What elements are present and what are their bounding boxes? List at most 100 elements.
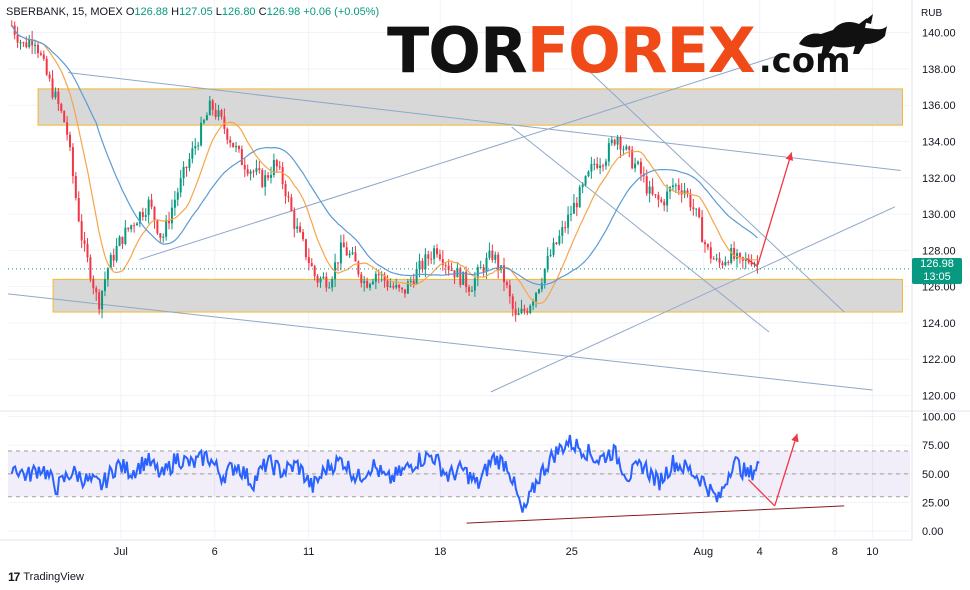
candle-body	[613, 139, 616, 145]
candle-body	[447, 265, 450, 271]
rsi-trend-line	[466, 505, 845, 524]
candle-body	[546, 255, 549, 269]
candle-body	[71, 147, 74, 177]
candle-body	[424, 254, 427, 270]
candle-body	[217, 110, 220, 117]
candle-body	[421, 260, 424, 270]
rsi-tick-label: 25.00	[922, 497, 950, 509]
candle-body	[173, 199, 176, 208]
candle-body	[473, 278, 476, 291]
candle-body	[339, 242, 342, 264]
candle-body	[709, 247, 712, 259]
candle-body	[401, 287, 404, 290]
candle-body	[147, 199, 150, 216]
candle-body	[95, 288, 98, 293]
candle-body	[264, 175, 267, 187]
candle-body	[593, 163, 596, 165]
candle-body	[299, 226, 302, 233]
candle-body	[77, 198, 80, 222]
candle-body	[127, 227, 130, 230]
bar-timer: 13:05	[923, 271, 951, 283]
candle-body	[188, 158, 191, 168]
candle-body	[526, 311, 529, 313]
candle-body	[304, 239, 307, 258]
candle-body	[109, 254, 112, 269]
candle-body	[60, 103, 63, 112]
candle-body	[738, 253, 741, 258]
candle-body	[628, 146, 631, 150]
candle-body	[712, 258, 715, 260]
candle-body	[695, 208, 698, 210]
forecast-lead	[746, 257, 759, 268]
candle-body	[103, 279, 106, 291]
candle-body	[19, 42, 22, 44]
rsi-tick-label: 75.00	[922, 440, 950, 452]
candle-body	[80, 221, 83, 241]
candle-body	[261, 170, 264, 187]
candle-body	[465, 271, 468, 288]
candle-body	[537, 289, 540, 293]
candle-body	[657, 194, 660, 200]
candle-body	[572, 202, 575, 214]
price-tick-label: 120.00	[922, 390, 956, 402]
price-tick-label: 122.00	[922, 354, 956, 366]
candle-body	[386, 280, 389, 287]
candle-body	[115, 245, 118, 261]
price-tick-label: 136.00	[922, 100, 956, 112]
trend-line	[139, 53, 783, 260]
candle-body	[328, 287, 331, 289]
logo-forex: FOREX	[526, 14, 756, 87]
candle-body	[625, 146, 628, 150]
candle-body	[54, 91, 57, 98]
candle-body	[170, 207, 173, 224]
candle-body	[153, 206, 156, 221]
trend-line	[490, 206, 896, 393]
candle-body	[162, 236, 165, 238]
candle-body	[86, 243, 89, 258]
candle-body	[249, 171, 252, 174]
candle-body	[331, 279, 334, 288]
candle-body	[42, 54, 45, 59]
price-tick-label: 140.00	[922, 28, 956, 40]
rsi-forecast-up	[774, 433, 799, 507]
candle-body	[622, 149, 625, 151]
candle-body	[634, 163, 637, 169]
rsi-tick-label: 50.00	[922, 469, 950, 481]
candle-body	[412, 280, 415, 284]
time-tick-label: Jul	[114, 546, 128, 558]
candle-body	[398, 284, 401, 288]
candle-body	[22, 42, 25, 44]
change-value: +0.06 (+0.05%)	[303, 6, 380, 18]
candle-body	[226, 128, 229, 140]
candle-body	[619, 137, 622, 150]
candle-body	[51, 78, 54, 98]
candle-body	[348, 253, 351, 256]
candle-body	[409, 280, 412, 282]
candle-body	[450, 270, 453, 272]
candle-body	[357, 261, 360, 275]
candle-body	[520, 308, 523, 314]
candle-body	[689, 193, 692, 208]
candle-body	[395, 284, 398, 288]
candle-body	[610, 139, 613, 144]
candle-body	[441, 259, 444, 266]
candle-body	[578, 187, 581, 208]
candle-body	[654, 194, 657, 196]
candle-body	[488, 250, 491, 258]
candle-body	[278, 166, 281, 168]
candle-body	[237, 146, 240, 150]
candle-body	[602, 165, 605, 167]
candle-body	[415, 268, 418, 284]
candle-body	[503, 265, 506, 283]
candle-body	[494, 254, 497, 260]
trend-line	[511, 126, 770, 333]
candle-body	[535, 292, 538, 302]
candle-body	[36, 44, 39, 54]
candle-body	[683, 190, 686, 195]
price-tick-label: 132.00	[922, 173, 956, 185]
candle-body	[205, 115, 208, 121]
candle-body	[736, 253, 739, 259]
rsi-tick-label: 0.00	[922, 526, 943, 538]
candle-body	[235, 146, 238, 148]
